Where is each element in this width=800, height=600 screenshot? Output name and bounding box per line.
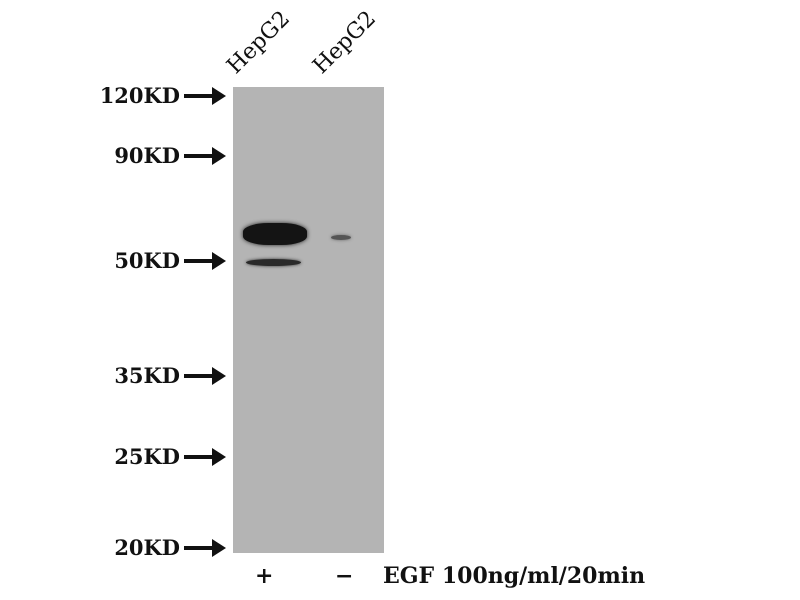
arrow-icon (184, 147, 226, 165)
treatment-lane1: + (255, 563, 274, 589)
band-lane1-lower (246, 259, 301, 266)
arrow-icon (184, 448, 226, 466)
marker-20kd: 20KD (114, 535, 180, 560)
band-lane2 (331, 235, 351, 240)
marker-90kd: 90KD (114, 143, 180, 168)
lane-label-1: HepG2 (222, 6, 296, 79)
blot-membrane (233, 87, 384, 553)
lane-label-2: HepG2 (308, 6, 382, 79)
band-lane1-upper (243, 223, 307, 245)
treatment-label: EGF 100ng/ml/20min (383, 563, 646, 589)
arrow-icon (184, 367, 226, 385)
marker-120kd: 120KD (99, 83, 180, 108)
marker-35kd: 35KD (114, 363, 180, 388)
arrow-icon (184, 252, 226, 270)
arrow-icon (184, 539, 226, 557)
marker-25kd: 25KD (114, 444, 180, 469)
treatment-lane2: − (335, 563, 354, 589)
marker-50kd: 50KD (114, 248, 180, 273)
arrow-icon (184, 87, 226, 105)
